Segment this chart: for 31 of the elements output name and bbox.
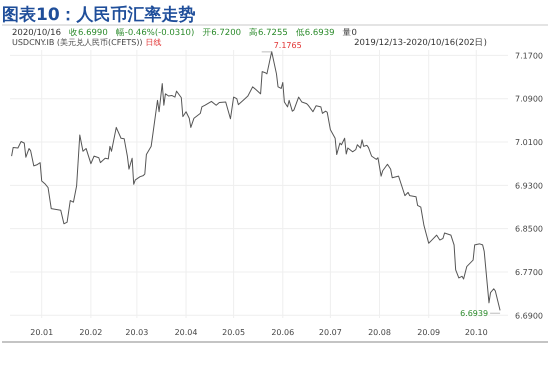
y-tick-label: 7.0100 [515, 138, 543, 148]
y-tick-label: 6.8500 [515, 224, 543, 234]
text: 量0 [342, 27, 357, 38]
text: 2020/10/16 [12, 28, 61, 38]
x-tick-label: 20.06 [271, 328, 294, 337]
y-tick-label: 7.1700 [515, 51, 543, 60]
text: 幅-0.46%(-0.0310) [116, 27, 194, 38]
x-tick-label: 20.03 [125, 328, 148, 337]
y-tick-label: 6.7700 [515, 268, 543, 277]
x-tick-label: 20.02 [79, 328, 102, 337]
text: 日线 [146, 38, 162, 47]
text: USDCNY.IB (美元兑人民币(CFETS)) [12, 38, 143, 47]
text: 2019/12/13-2020/10/16(202日) [354, 38, 487, 48]
x-tick-label: 20.05 [222, 328, 246, 337]
text: 收6.6990 [69, 27, 108, 38]
x-tick-label: 20.09 [417, 328, 440, 337]
y-tick-label: 6.6900 [515, 311, 543, 320]
x-tick-label: 20.04 [174, 328, 198, 337]
x-tick-label: 20.10 [464, 328, 488, 337]
text: 开6.7200 [202, 28, 242, 38]
chart-title: 图表10：人民币汇率走势 [2, 5, 196, 25]
y-tick-label: 6.9300 [515, 181, 543, 190]
y-tick-label: 7.0900 [515, 94, 543, 104]
annotation: 6.6939 [460, 309, 488, 318]
x-tick-label: 20.08 [368, 328, 391, 337]
annotation: 7.1765 [274, 40, 302, 50]
x-tick-label: 20.01 [30, 328, 54, 337]
x-tick-label: 20.07 [318, 328, 342, 337]
text: 高6.7255 [249, 27, 288, 38]
line-series [11, 51, 501, 311]
text: 低6.6939 [296, 27, 335, 38]
